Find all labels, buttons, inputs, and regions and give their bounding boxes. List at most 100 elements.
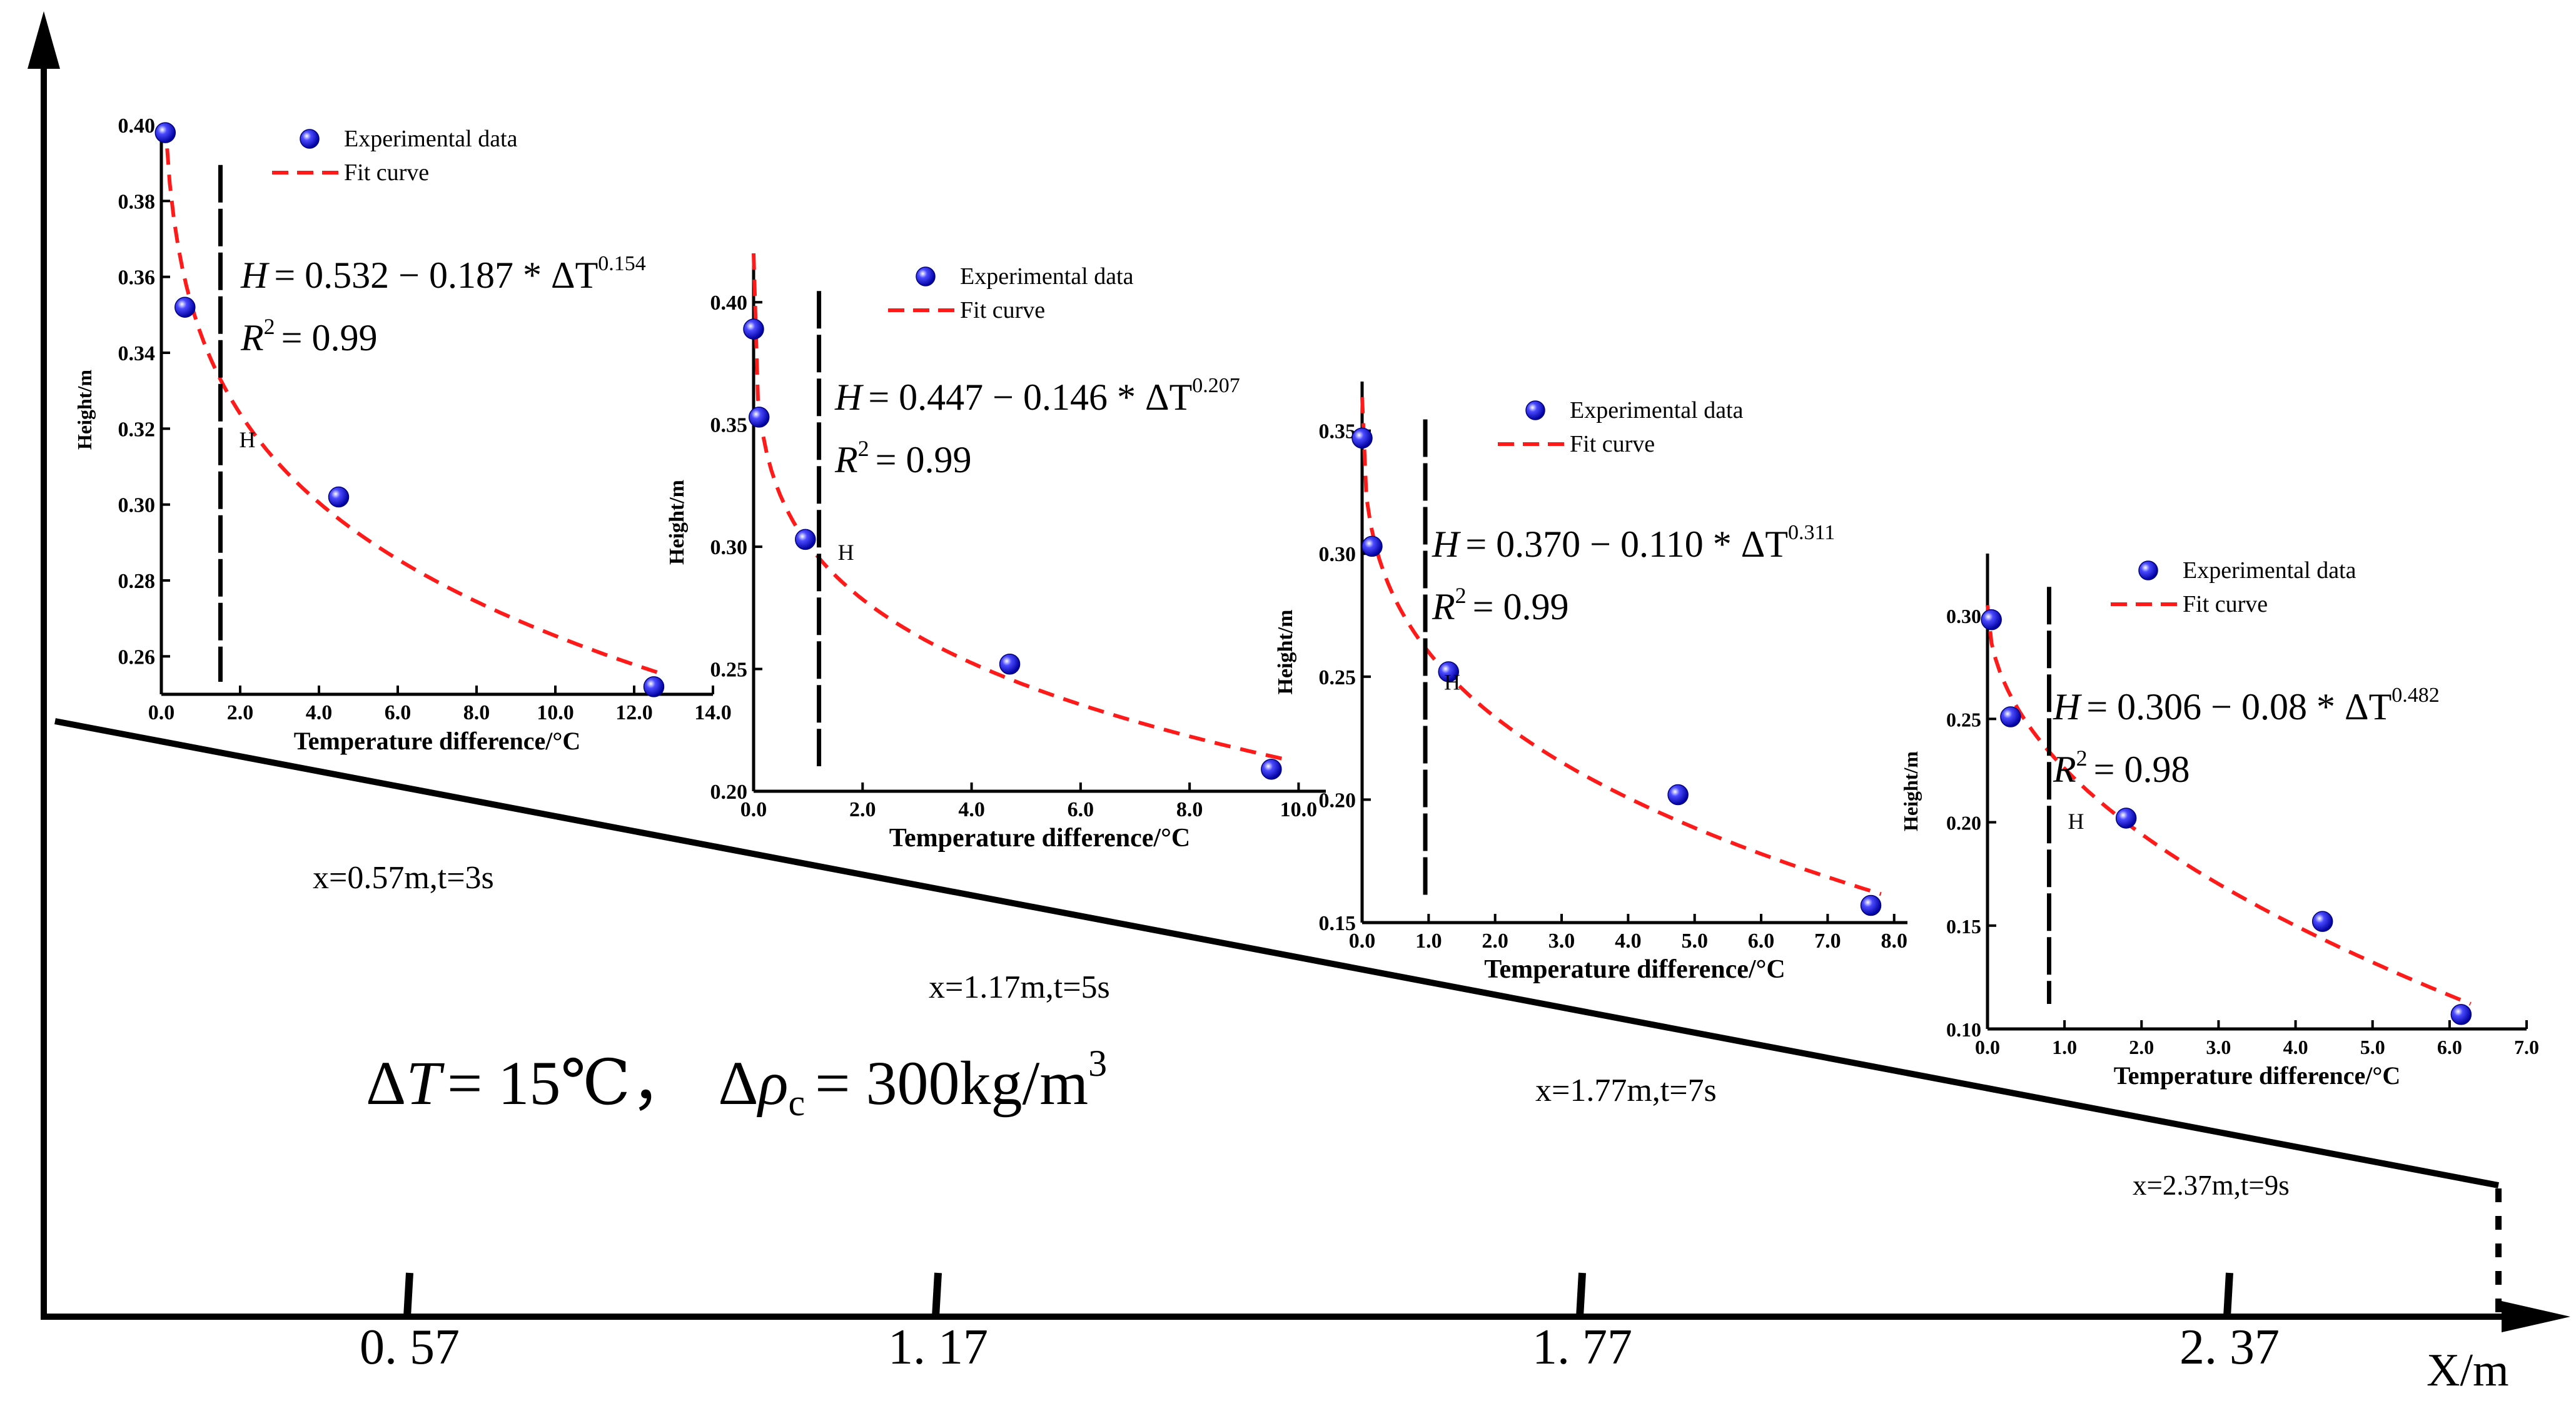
main-x-label: X/m (2427, 1345, 2509, 1396)
inset-x-label: Temperature difference/°C (294, 727, 580, 755)
inset-y-tick-label: 0.20 (1319, 789, 1356, 812)
legend-points-label: Experimental data (2183, 557, 2356, 584)
inset-x-tick-label: 1.0 (1415, 929, 1442, 953)
inset-y-tick-label: 0.28 (118, 570, 156, 593)
inset-y-tick-label: 0.25 (1319, 666, 1356, 689)
data-point (1860, 894, 1882, 916)
data-point (1667, 784, 1689, 806)
inset-x-tick-label: 6.0 (1748, 929, 1775, 953)
inset-x-tick-label: 3.0 (2206, 1036, 2231, 1058)
data-point (795, 529, 816, 550)
legend-fit-label: Fit curve (2183, 591, 2268, 617)
inset-y-tick-label: 0.15 (1946, 915, 1981, 938)
inset-x-tick-label: 8.0 (1176, 798, 1203, 821)
main-x-arrow-icon (2502, 1301, 2570, 1332)
inset-y-tick-label: 0.30 (1946, 605, 1981, 627)
main-x-tick (2223, 1272, 2233, 1317)
inset-y-tick-label: 0.30 (1319, 543, 1356, 566)
inset-x-tick-label: 4.0 (2283, 1036, 2308, 1058)
r-squared: R2 = 0.99 (834, 436, 972, 480)
inset-x-label: Temperature difference/°C (2114, 1061, 2400, 1090)
fit-curve (1360, 397, 1882, 896)
inset-plot-2: 0.0 2.0 4.0 6.0 8.0 10.0 0.20 0.25 0.30 0.35 0.40 T… (665, 253, 1326, 853)
inset-x-tick-label: 1.0 (2052, 1036, 2077, 1058)
position-label-3: x=1.77m,t=7s (1535, 1073, 1717, 1108)
inset-x-tick-label: 2.0 (1482, 929, 1508, 953)
main-y-arrow-icon (28, 11, 60, 69)
inset-x-tick-label: 10.0 (1280, 798, 1318, 821)
data-point (2450, 1004, 2472, 1025)
data-point (748, 407, 770, 428)
inset-y-tick-label: 0.35 (1319, 420, 1356, 443)
inset-y-tick-label: 0.20 (1946, 812, 1981, 834)
inset-y-label: Height/m (73, 370, 96, 450)
legend-fit-label: Fit curve (1570, 431, 1655, 457)
legend-points-label: Experimental data (1570, 397, 1744, 423)
inset-x-tick-label: 0.0 (1975, 1036, 2000, 1058)
data-point (1981, 609, 2002, 631)
inset-x-tick-label: 8.0 (1881, 929, 1907, 953)
data-point (1261, 759, 1282, 780)
main-x-tick (403, 1272, 413, 1317)
inset-x-tick-label: 2.0 (849, 798, 876, 821)
fit-curve (752, 253, 1283, 761)
inset-x-tick-label: 3.0 (1548, 929, 1575, 953)
inset-x-tick-label: 4.0 (958, 798, 985, 821)
threshold-label: H (2068, 809, 2084, 834)
data-point (2311, 911, 2333, 932)
inset-y-tick-label: 0.32 (118, 418, 156, 441)
inset-x-tick-label: 6.0 (2437, 1036, 2462, 1058)
inset-y-tick-label: 0.38 (118, 190, 156, 213)
threshold-label: H (240, 427, 256, 452)
main-x-tick (932, 1272, 942, 1317)
r-squared: R2 = 0.99 (240, 314, 378, 358)
r-squared: R2 = 0.99 (1432, 583, 1569, 627)
inset-x-tick-label: 6.0 (385, 701, 412, 724)
inset-x-tick-label: 14.0 (694, 701, 732, 724)
data-point (2000, 706, 2021, 727)
main-ticks: 0. 57 1. 17 1. 77 2. 37 (360, 1272, 2280, 1375)
data-point (174, 296, 196, 318)
data-point (643, 676, 665, 697)
data-point (154, 122, 176, 143)
inset-x-tick-label: 5.0 (1681, 929, 1708, 953)
inset-y-tick-label: 0.36 (118, 266, 156, 290)
legend-point-icon (1525, 400, 1545, 420)
inset-x-tick-label: 12.0 (615, 701, 653, 724)
threshold-label: H (1444, 670, 1460, 695)
inset-y-tick-label: 0.40 (118, 114, 156, 138)
decay-line (54, 718, 2499, 1188)
inset-x-tick-label: 8.0 (463, 701, 490, 724)
inset-x-tick-label: 6.0 (1068, 798, 1094, 821)
legend-point-icon (916, 266, 936, 286)
inset-y-tick-label: 0.30 (118, 494, 156, 517)
legend-point-icon (300, 129, 320, 149)
inset-plot-1: 0.0 2.0 4.0 6.0 8.0 10.0 12.0 14.0 0.26 0.28 0.30 0… (73, 114, 732, 755)
inset-x-label: Temperature difference/°C (1484, 955, 1785, 984)
inset-x-tick-label: 7.0 (2514, 1036, 2539, 1058)
legend-points-label: Experimental data (344, 126, 518, 152)
inset-y-tick-label: 0.40 (710, 291, 748, 315)
main-x-tick-label: 1. 77 (1532, 1320, 1632, 1375)
inset-x-tick-label: 4.0 (306, 701, 333, 724)
threshold-label: H (838, 540, 854, 565)
inset-x-tick-label: 10.0 (537, 701, 574, 724)
inset-y-tick-label: 0.25 (710, 659, 748, 682)
data-point (2115, 808, 2137, 829)
inset-x-tick-label: 7.0 (1814, 929, 1841, 953)
position-label-1: x=0.57m,t=3s (313, 860, 494, 896)
main-x-tick-label: 0. 57 (360, 1320, 460, 1375)
inset-y-tick-label: 0.25 (1946, 708, 1981, 731)
inset-x-tick-label: 4.0 (1615, 929, 1642, 953)
data-point (999, 653, 1021, 675)
inset-x-tick-label: 0.0 (1349, 929, 1376, 953)
position-label-4: x=2.37m,t=9s (2133, 1170, 2290, 1201)
inset-x-tick-label: 5.0 (2360, 1036, 2385, 1058)
inset-y-tick-label: 0.35 (710, 414, 748, 437)
fit-equation: H = 0.447 − 0.146 * ΔT0.207 (834, 374, 1240, 418)
inset-x-tick-label: 0.0 (740, 798, 767, 821)
data-point (1361, 535, 1383, 557)
main-x-tick-label: 2. 37 (2179, 1320, 2280, 1375)
legend-points-label: Experimental data (960, 263, 1134, 290)
